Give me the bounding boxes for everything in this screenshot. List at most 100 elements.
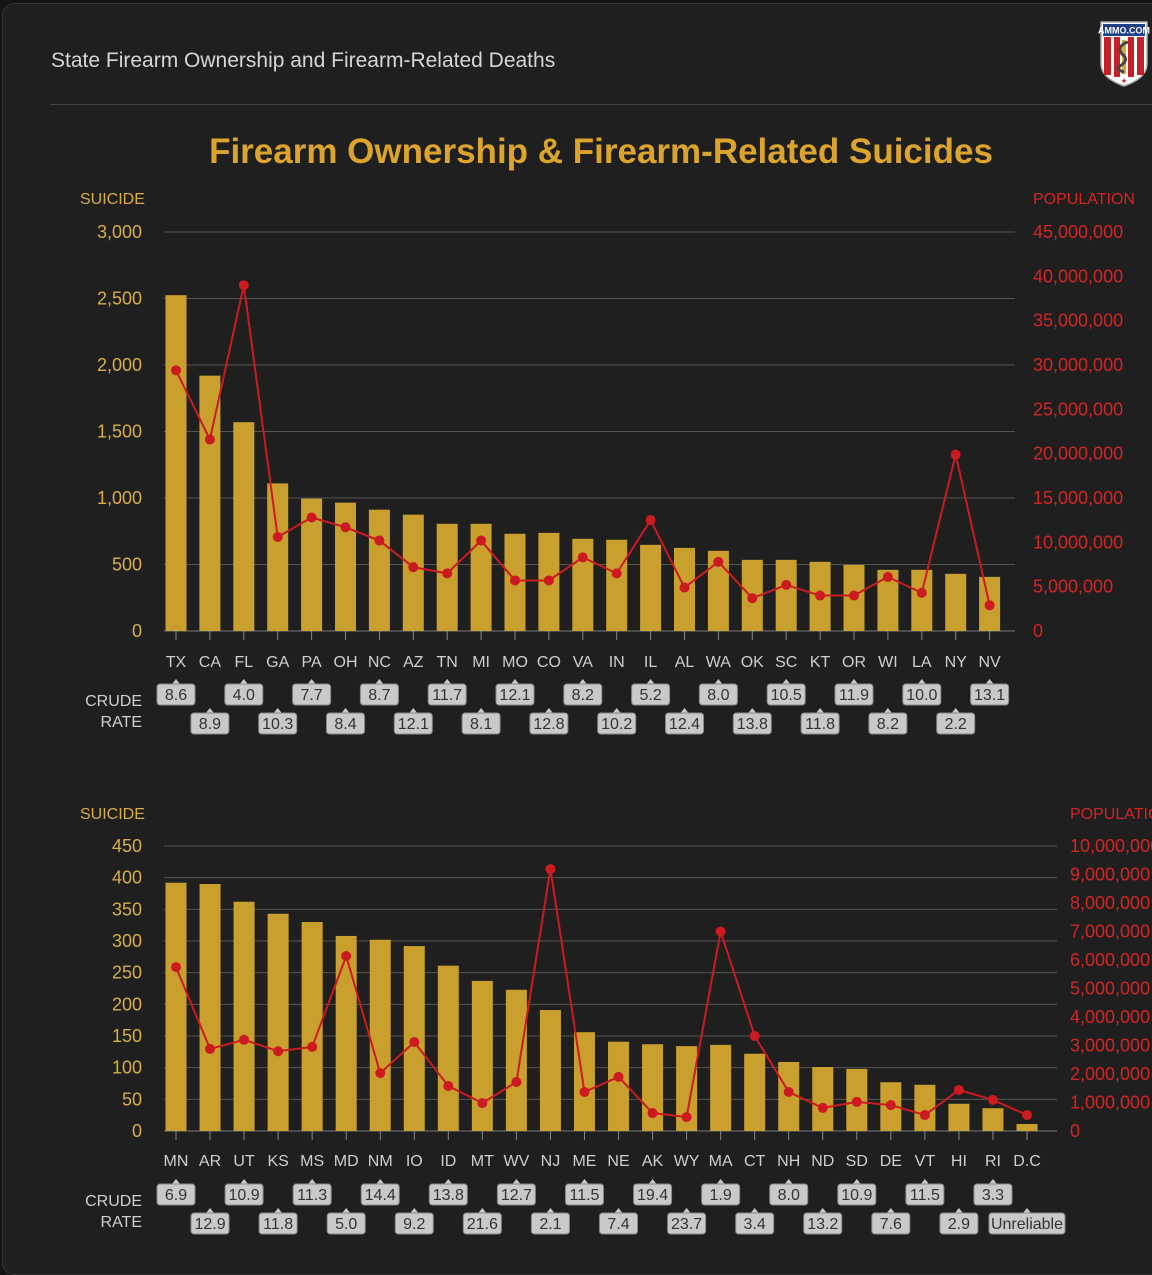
badge-pointer — [240, 1179, 249, 1184]
badge-pointer — [478, 1208, 487, 1213]
crude-rate-badge: 10.2 — [597, 708, 637, 735]
badge-box — [495, 683, 535, 706]
crude-rate-value: 12.1 — [499, 687, 530, 704]
crude-rate-value: 5.0 — [335, 1216, 357, 1233]
rate-label: RATE — [101, 1214, 142, 1231]
crude-rate-badge: 3.3 — [973, 1179, 1013, 1206]
category-label: OR — [842, 654, 866, 671]
population-point-NH — [783, 1086, 794, 1097]
category-label: FL — [234, 654, 253, 671]
right-axis-title: POPULATION — [1070, 806, 1152, 823]
crude-rate-value: 12.7 — [501, 1187, 532, 1204]
left-tick-label: 450 — [112, 836, 142, 856]
badge-pointer — [951, 708, 960, 713]
right-tick-label: 45,000,000 — [1033, 222, 1123, 242]
badge-box — [224, 1183, 264, 1206]
badge-box — [902, 683, 942, 706]
bar-HI — [948, 1103, 970, 1131]
badge-box — [530, 1212, 570, 1235]
crude-rate-value: 13.8 — [737, 716, 768, 733]
badge-box — [834, 683, 874, 706]
bar-TX — [165, 295, 187, 631]
crude-rate-badge: 10.3 — [258, 708, 298, 735]
crude-rate-value: 8.6 — [165, 687, 187, 704]
crude-rate-value: 12.1 — [398, 716, 429, 733]
left-tick-label: 350 — [112, 899, 142, 919]
category-label: AK — [642, 1153, 664, 1170]
population-point-IN — [611, 568, 622, 579]
bar-GA — [267, 483, 289, 631]
population-point-UT — [239, 1034, 250, 1045]
population-point-CA — [204, 434, 215, 445]
crude-rate-value: 12.4 — [669, 716, 700, 733]
badge-box — [698, 683, 738, 706]
crude-rate-badge: 21.6 — [462, 1208, 502, 1235]
right-tick-label: 9,000,000 — [1070, 865, 1150, 885]
badge-pointer — [985, 679, 994, 684]
right-tick-label: 5,000,000 — [1033, 577, 1113, 597]
crude-rate-badge: 23.7 — [667, 1208, 707, 1235]
badge-pointer — [917, 679, 926, 684]
bar-MT — [471, 980, 493, 1131]
left-tick-label: 50 — [122, 1089, 142, 1109]
crude-rate-badge: 11.3 — [292, 1179, 332, 1206]
crude-rate-badge: 7.6 — [871, 1208, 911, 1235]
badge-pointer — [748, 708, 757, 713]
left-tick-label: 0 — [132, 621, 142, 641]
crude-rate-value: 12.8 — [533, 716, 564, 733]
crude-rate-badge: 11.9 — [834, 679, 874, 706]
crude-rate-badge: 5.2 — [631, 679, 671, 706]
badge-pointer — [410, 1208, 419, 1213]
population-point-WA — [713, 556, 724, 567]
population-point-TX — [171, 365, 181, 376]
bar-AK — [642, 1044, 664, 1131]
crude-rate-badge: 2.1 — [530, 1208, 570, 1235]
badge-box — [190, 712, 230, 735]
right-tick-label: 20,000,000 — [1033, 444, 1123, 464]
badge-box — [156, 1183, 196, 1206]
crude-rate-value: 10.5 — [771, 687, 802, 704]
crude-rate-value: 10.3 — [262, 716, 293, 733]
population-point-NE — [613, 1071, 624, 1082]
crude-rate-value: 3.3 — [982, 1187, 1004, 1204]
bar-NE — [608, 1041, 630, 1131]
badge-pointer — [784, 1179, 793, 1184]
badge-box — [258, 1212, 298, 1235]
badge-box — [803, 1212, 843, 1235]
badge-box — [496, 1183, 536, 1206]
bar-VT — [914, 1084, 936, 1131]
crude-rate-badge: 11.8 — [800, 708, 840, 735]
badge-box — [631, 683, 671, 706]
badge-box — [393, 712, 433, 735]
crude-rate-value: 13.2 — [807, 1216, 838, 1233]
badge-box — [701, 1183, 741, 1206]
badge-box — [667, 1212, 707, 1235]
crude-rate-badge: 12.9 — [190, 1208, 230, 1235]
crude-rate-value: 13.1 — [974, 687, 1005, 704]
crude-rate-badge: 6.9 — [156, 1179, 196, 1206]
category-label: HI — [951, 1153, 967, 1170]
category-label: RI — [985, 1153, 1001, 1170]
population-point-NM — [375, 1068, 386, 1079]
crude-rate-badge: 12.4 — [665, 708, 704, 735]
badge-box — [735, 1212, 775, 1235]
population-point-D.C — [1022, 1110, 1032, 1121]
category-label: OK — [741, 654, 764, 671]
category-label: AR — [199, 1153, 221, 1170]
badge-pointer — [714, 679, 723, 684]
category-label: IL — [644, 654, 657, 671]
right-tick-label: 4,000,000 — [1070, 1007, 1150, 1027]
population-point-AZ — [408, 562, 419, 573]
badge-pointer — [172, 1179, 180, 1184]
population-point-VT — [919, 1110, 930, 1121]
crude-rate-value: 10.9 — [229, 1187, 260, 1204]
badge-box — [766, 683, 806, 706]
crude-rate-badge: 13.8 — [428, 1179, 468, 1206]
population-line — [175, 868, 1028, 1119]
population-point-RI — [987, 1094, 998, 1105]
population-point-MO — [510, 575, 520, 586]
crude-rate-value: 11.8 — [805, 716, 835, 733]
crude-rate-badge: 5.0 — [326, 1208, 366, 1235]
crude-rate-value: 10.0 — [906, 687, 937, 704]
category-label: CT — [744, 1153, 766, 1170]
